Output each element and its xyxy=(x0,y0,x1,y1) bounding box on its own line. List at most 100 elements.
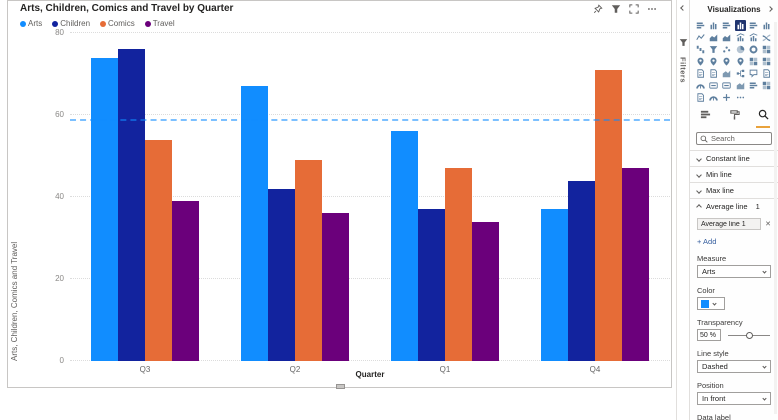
bar-travel-q1[interactable] xyxy=(472,221,499,361)
legend-item-travel[interactable]: Travel xyxy=(144,19,175,28)
viz-type-scorecard[interactable] xyxy=(708,92,719,103)
color-picker[interactable] xyxy=(697,297,725,310)
viz-type-line-and-stacked-column-chart[interactable] xyxy=(735,32,746,43)
viz-type-table[interactable] xyxy=(748,56,759,67)
bar-travel-q4[interactable] xyxy=(622,168,649,361)
fields-tab[interactable] xyxy=(698,107,712,128)
viz-type-filled-map[interactable] xyxy=(708,56,719,67)
viz-type-donut-chart[interactable] xyxy=(748,44,759,55)
viz-type-r-script-visual[interactable] xyxy=(695,68,706,79)
pin-visual-icon[interactable] xyxy=(593,4,603,14)
position-label: Position xyxy=(697,381,724,390)
viz-type-qa-visual[interactable] xyxy=(748,68,759,79)
analytics-tab[interactable] xyxy=(756,107,770,128)
chevron-up-icon xyxy=(696,203,702,210)
viz-type-stacked-area-chart[interactable] xyxy=(721,32,732,43)
viz-type-pie-chart[interactable] xyxy=(735,44,746,55)
chevron-down-icon xyxy=(712,301,717,306)
bar-travel-q2[interactable] xyxy=(322,213,349,361)
slider-knob[interactable] xyxy=(745,331,753,339)
search-box[interactable] xyxy=(696,132,772,145)
average-line-name-input[interactable] xyxy=(697,218,762,230)
viz-type-power-apps[interactable] xyxy=(761,80,772,91)
section-count: 1 xyxy=(755,202,760,211)
resize-handle-bottom[interactable] xyxy=(335,384,345,389)
focus-mode-icon[interactable] xyxy=(629,4,639,14)
legend-label: Travel xyxy=(152,19,175,28)
viz-type-100-stacked-bar-chart[interactable] xyxy=(748,20,759,31)
collapse-pane-icon[interactable] xyxy=(767,6,773,12)
legend-item-arts[interactable]: Arts xyxy=(20,19,42,28)
viz-type-gauge[interactable] xyxy=(695,80,706,91)
viz-type-kpi[interactable] xyxy=(735,80,746,91)
filters-pane-collapsed[interactable]: Filters xyxy=(676,0,690,420)
viz-type-clustered-bar-chart[interactable] xyxy=(721,20,732,31)
y-gridline xyxy=(70,32,670,33)
delete-average-line-icon[interactable]: ✕ xyxy=(765,220,771,228)
section-constant-line[interactable]: Constant line xyxy=(690,150,778,166)
section-max-line[interactable]: Max line xyxy=(690,182,778,198)
report-canvas[interactable]: Arts, Children, Comics and Travel by Qua… xyxy=(0,0,676,420)
section-min-line[interactable]: Min line xyxy=(690,166,778,182)
bar-arts-q3[interactable] xyxy=(91,57,118,361)
viz-type-slicer[interactable] xyxy=(748,80,759,91)
bar-arts-q1[interactable] xyxy=(391,131,418,361)
measure-dropdown[interactable]: Arts xyxy=(697,265,771,278)
viz-type-clustered-column-chart[interactable] xyxy=(734,20,746,31)
more-options-icon[interactable] xyxy=(647,4,657,14)
viz-type-map[interactable] xyxy=(695,56,706,67)
viz-type-funnel-chart[interactable] xyxy=(708,44,719,55)
bar-children-q4[interactable] xyxy=(568,180,595,361)
bar-arts-q2[interactable] xyxy=(241,86,268,361)
viz-type-matrix[interactable] xyxy=(761,56,772,67)
viz-type-line-and-clustered-column-chart[interactable] xyxy=(748,32,759,43)
viz-type-line-chart[interactable] xyxy=(695,32,706,43)
viz-type-100-stacked-column-chart[interactable] xyxy=(761,20,772,31)
average-line[interactable] xyxy=(70,119,670,122)
viz-type-area-chart[interactable] xyxy=(708,32,719,43)
viz-type-shape-map[interactable] xyxy=(721,56,732,67)
bar-arts-q4[interactable] xyxy=(541,209,568,361)
chart-visual-container[interactable]: Arts, Children, Comics and Travel by Qua… xyxy=(7,0,672,389)
transparency-slider[interactable] xyxy=(728,331,770,340)
viz-type-waterfall-chart[interactable] xyxy=(695,44,706,55)
section-average-line[interactable]: Average line 1 xyxy=(690,198,778,214)
viz-type-ribbon-chart[interactable] xyxy=(761,32,772,43)
viz-type-decomposition-tree[interactable] xyxy=(735,68,746,79)
format-tab[interactable] xyxy=(727,107,741,128)
bar-children-q2[interactable] xyxy=(268,188,295,361)
viz-type-smart-narrative[interactable] xyxy=(761,68,772,79)
viz-type-key-influencers[interactable] xyxy=(721,68,732,79)
viz-type-paginated-report[interactable] xyxy=(695,92,706,103)
add-line-button[interactable]: + Add xyxy=(697,237,717,246)
viz-type-get-more-visuals[interactable] xyxy=(721,92,732,103)
legend-item-children[interactable]: Children xyxy=(52,19,90,28)
viz-type-more-options[interactable] xyxy=(735,92,746,103)
viz-type-multi-row-card[interactable] xyxy=(721,80,732,91)
viz-type-card[interactable] xyxy=(708,80,719,91)
viz-type-scatter-chart[interactable] xyxy=(721,44,732,55)
transparency-input[interactable] xyxy=(697,329,721,341)
viz-type-stacked-bar-chart[interactable] xyxy=(695,20,706,31)
viz-type-azure-map[interactable] xyxy=(735,56,746,67)
bar-comics-q3[interactable] xyxy=(145,139,172,361)
chevron-down-icon xyxy=(762,269,767,274)
legend-item-comics[interactable]: Comics xyxy=(100,19,135,28)
line-style-value: Dashed xyxy=(702,362,728,371)
filters-icon[interactable] xyxy=(611,4,621,14)
viz-type-stacked-column-chart[interactable] xyxy=(708,20,719,31)
bar-comics-q1[interactable] xyxy=(445,168,472,361)
position-dropdown[interactable]: In front xyxy=(697,392,771,405)
viz-type-python-visual[interactable] xyxy=(708,68,719,79)
section-label: Constant line xyxy=(706,154,750,163)
bar-children-q1[interactable] xyxy=(418,209,445,361)
line-style-dropdown[interactable]: Dashed xyxy=(697,360,771,373)
expand-filters-icon[interactable] xyxy=(680,5,686,11)
search-input[interactable] xyxy=(711,134,768,143)
bar-comics-q2[interactable] xyxy=(295,160,322,361)
bar-comics-q4[interactable] xyxy=(595,69,622,361)
pane-title: Visualizations xyxy=(707,4,761,14)
bar-children-q3[interactable] xyxy=(118,49,145,361)
bar-travel-q3[interactable] xyxy=(172,201,199,361)
viz-type-treemap[interactable] xyxy=(761,44,772,55)
